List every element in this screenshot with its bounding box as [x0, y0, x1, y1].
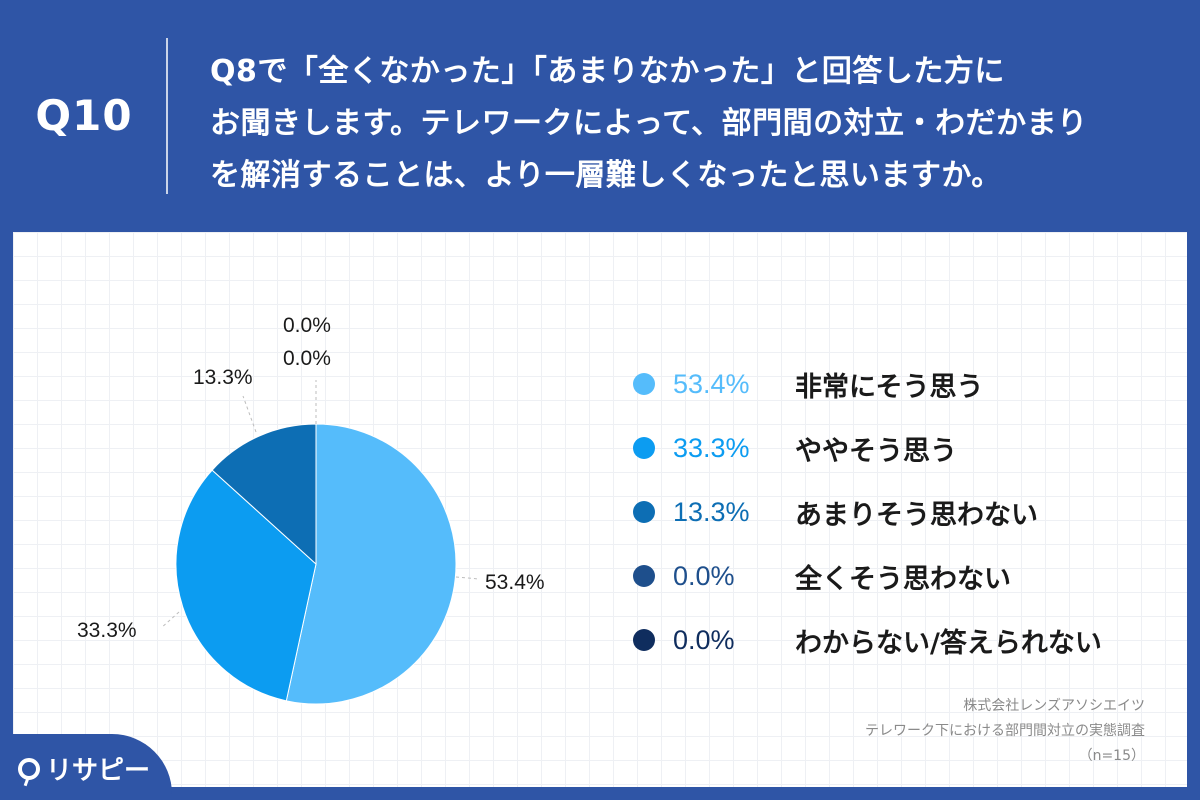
question-line-1: Q8で「全くなかった」「あまりなかった」と回答した方に: [210, 54, 1005, 89]
legend-item-2: 33.3% ややそう思う: [633, 416, 1102, 480]
slice-value-label-4: 0.0%: [283, 314, 331, 337]
legend-item-4: 0.0% 全くそう思わない: [633, 544, 1102, 608]
legend-value-3: 13.3%: [673, 496, 750, 527]
legend-label-3: あまりそう思わない: [795, 499, 1038, 531]
legend-value-2: 33.3%: [673, 432, 750, 463]
slice-value-label-3: 13.3%: [193, 366, 253, 389]
source-survey: テレワーク下における部門間対立の実態調査: [865, 723, 1145, 739]
slice-value-label-1: 53.4%: [485, 571, 545, 594]
leader-line-1: [455, 576, 480, 580]
legend-label-5: わからない/答えられない: [795, 627, 1102, 659]
legend-item-3: 13.3% あまりそう思わない: [633, 480, 1102, 544]
legend-dot-2: [633, 437, 655, 459]
header-divider: [166, 38, 168, 194]
pie-slice-1: [285, 423, 457, 705]
legend-value-1: 53.4%: [673, 368, 750, 399]
legend-dot-3: [633, 501, 655, 523]
leader-line-2: [160, 611, 180, 629]
chart-panel: 53.4% 33.3% 13.3% 0.0% 0.0% 53.4% 非常にそう思う 33…: [13, 232, 1187, 787]
question-line-3: を解消することは、より一層難しくなったと思いますか。: [210, 158, 1002, 193]
legend-label-1: 非常にそう思う: [795, 371, 984, 403]
logo: リサピー: [0, 734, 172, 800]
legend-dot-4: [633, 565, 655, 587]
legend-label-4: 全くそう思わない: [795, 563, 1011, 595]
question-line-2: お聞きします。テレワークによって、部門間の対立・わだかまり: [210, 106, 1088, 141]
source-note: 株式会社レンズアソシエイツ テレワーク下における部門間対立の実態調査 （n=15…: [865, 694, 1145, 769]
magnifier-icon: [18, 757, 40, 780]
slice-value-label-5: 0.0%: [283, 347, 331, 370]
logo-wordmark: リサピー: [18, 750, 150, 787]
source-company: 株式会社レンズアソシエイツ: [963, 698, 1145, 714]
legend-item-5: 0.0% わからない/答えられない: [633, 608, 1102, 672]
slice-value-label-2: 33.3%: [77, 619, 137, 642]
legend-dot-1: [633, 373, 655, 395]
pie-slice-2: [175, 469, 317, 702]
source-sample: （n=15）: [1078, 748, 1145, 764]
question-text: Q8で「全くなかった」「あまりなかった」と回答した方に お聞きします。テレワーク…: [210, 46, 1180, 202]
pie-slice-3: [211, 423, 317, 566]
legend: 53.4% 非常にそう思う 33.3% ややそう思う 13.3% あまりそう思わ…: [633, 352, 1102, 672]
legend-value-4: 0.0%: [673, 560, 735, 591]
leader-line-3: [242, 395, 257, 433]
question-number: Q10: [35, 91, 133, 140]
legend-label-2: ややそう思う: [795, 435, 957, 467]
legend-dot-5: [633, 629, 655, 651]
legend-item-1: 53.4% 非常にそう思う: [633, 352, 1102, 416]
pie-chart: 53.4% 33.3% 13.3% 0.0% 0.0%: [77, 314, 545, 705]
logo-text: リサピー: [46, 756, 151, 786]
legend-value-5: 0.0%: [673, 624, 735, 655]
